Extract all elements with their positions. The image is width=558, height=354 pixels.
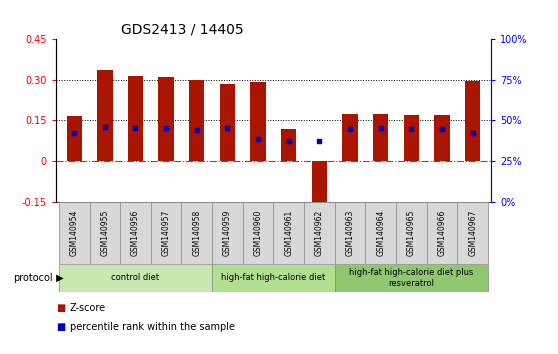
Text: GSM140955: GSM140955 xyxy=(100,210,109,256)
Text: GSM140960: GSM140960 xyxy=(253,210,263,256)
Text: ■: ■ xyxy=(56,303,65,313)
Bar xyxy=(243,202,273,264)
Bar xyxy=(427,202,458,264)
Bar xyxy=(89,202,120,264)
Bar xyxy=(335,264,488,292)
Bar xyxy=(120,202,151,264)
Bar xyxy=(59,202,89,264)
Point xyxy=(193,127,201,133)
Bar xyxy=(59,264,212,292)
Text: ▶: ▶ xyxy=(53,273,64,283)
Bar xyxy=(434,115,450,161)
Bar xyxy=(128,75,143,161)
Point xyxy=(284,138,293,144)
Text: control diet: control diet xyxy=(112,273,160,282)
Point xyxy=(437,126,446,131)
Bar xyxy=(212,202,243,264)
Text: high-fat high-calorie diet plus
resveratrol: high-fat high-calorie diet plus resverat… xyxy=(349,268,474,287)
Point xyxy=(254,136,263,142)
Text: GSM140964: GSM140964 xyxy=(376,210,385,256)
Text: GSM140956: GSM140956 xyxy=(131,210,140,256)
Text: GSM140967: GSM140967 xyxy=(468,210,477,256)
Point xyxy=(70,130,79,135)
Text: GSM140957: GSM140957 xyxy=(162,210,171,256)
Bar xyxy=(373,114,388,161)
Point xyxy=(376,125,385,131)
Bar xyxy=(212,264,335,292)
Text: Z-score: Z-score xyxy=(70,303,106,313)
Bar xyxy=(251,82,266,161)
Text: high-fat high-calorie diet: high-fat high-calorie diet xyxy=(222,273,325,282)
Text: percentile rank within the sample: percentile rank within the sample xyxy=(70,322,235,332)
Text: GSM140963: GSM140963 xyxy=(345,210,354,256)
Point xyxy=(315,138,324,144)
Text: GSM140962: GSM140962 xyxy=(315,210,324,256)
Point xyxy=(468,130,477,135)
Text: GSM140954: GSM140954 xyxy=(70,210,79,256)
Bar xyxy=(396,202,427,264)
Bar xyxy=(335,202,365,264)
Bar xyxy=(465,81,480,161)
Bar xyxy=(343,114,358,161)
Text: GSM140965: GSM140965 xyxy=(407,210,416,256)
Bar xyxy=(158,77,174,161)
Bar xyxy=(220,84,235,161)
Bar xyxy=(181,202,212,264)
Bar xyxy=(304,202,335,264)
Text: GDS2413 / 14405: GDS2413 / 14405 xyxy=(121,22,244,36)
Bar xyxy=(281,129,296,161)
Text: ■: ■ xyxy=(56,322,65,332)
Point xyxy=(407,126,416,132)
Bar xyxy=(151,202,181,264)
Bar xyxy=(312,161,327,210)
Point xyxy=(223,125,232,131)
Bar xyxy=(458,202,488,264)
Text: GSM140958: GSM140958 xyxy=(193,210,201,256)
Point xyxy=(345,126,354,132)
Bar xyxy=(273,202,304,264)
Bar xyxy=(189,80,204,161)
Text: GSM140959: GSM140959 xyxy=(223,210,232,256)
Bar xyxy=(365,202,396,264)
Point xyxy=(100,124,109,130)
Text: GSM140966: GSM140966 xyxy=(437,210,446,256)
Bar xyxy=(66,116,82,161)
Text: protocol: protocol xyxy=(13,273,53,283)
Text: GSM140961: GSM140961 xyxy=(284,210,294,256)
Bar xyxy=(403,115,419,161)
Bar xyxy=(97,70,113,161)
Point xyxy=(131,125,140,131)
Point xyxy=(162,125,171,131)
